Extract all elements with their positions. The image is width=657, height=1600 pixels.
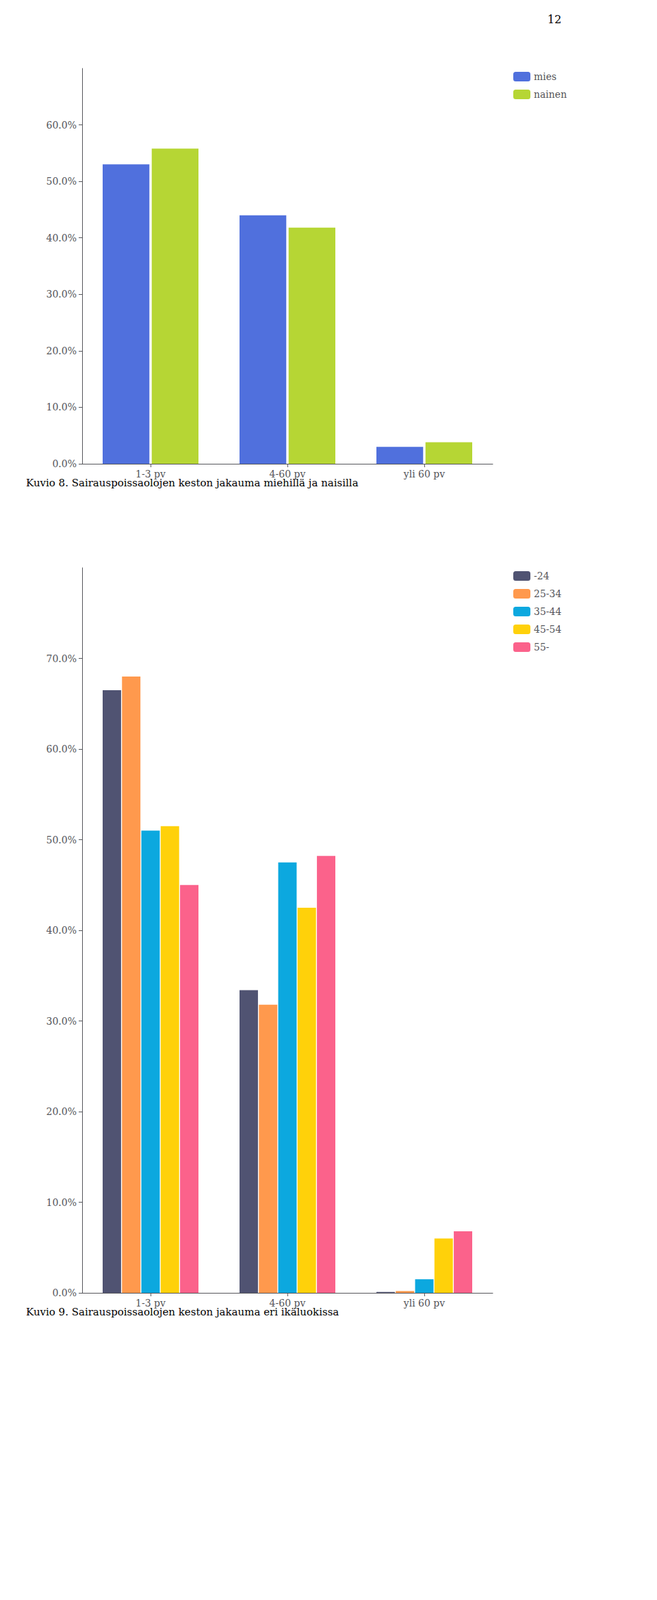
svg-text:20.0%: 20.0% (46, 1106, 77, 1118)
svg-text:mies: mies (533, 71, 557, 83)
svg-text:30.0%: 30.0% (46, 288, 77, 300)
svg-text:40.0%: 40.0% (46, 232, 77, 244)
svg-text:50.0%: 50.0% (46, 834, 77, 846)
svg-text:25-34: 25-34 (533, 588, 562, 600)
svg-text:70.0%: 70.0% (46, 653, 77, 665)
svg-text:50.0%: 50.0% (46, 175, 77, 187)
svg-text:10.0%: 10.0% (46, 401, 77, 413)
svg-text:55-: 55- (533, 641, 550, 653)
svg-text:1-3 pv: 1-3 pv (135, 468, 166, 480)
svg-text:4-60 pv: 4-60 pv (269, 1298, 306, 1310)
svg-text:Kuvio 8. Sairauspoissaolojen k: Kuvio 8. Sairauspoissaolojen keston jaka… (26, 477, 359, 490)
svg-text:4-60 pv: 4-60 pv (269, 468, 306, 480)
svg-text:12: 12 (547, 13, 562, 27)
svg-text:1-3 pv: 1-3 pv (135, 1298, 166, 1310)
svg-text:0.0%: 0.0% (52, 1287, 77, 1299)
svg-text:-24: -24 (533, 570, 550, 582)
svg-text:10.0%: 10.0% (46, 1197, 77, 1209)
svg-text:40.0%: 40.0% (46, 925, 77, 937)
svg-text:0.0%: 0.0% (52, 458, 77, 470)
svg-text:30.0%: 30.0% (46, 1016, 77, 1028)
svg-text:60.0%: 60.0% (46, 743, 77, 755)
svg-text:35-44: 35-44 (533, 606, 562, 618)
svg-text:nainen: nainen (533, 88, 567, 100)
svg-text:yli 60 pv: yli 60 pv (403, 468, 446, 480)
svg-text:yli 60 pv: yli 60 pv (403, 1298, 446, 1310)
svg-text:45-54: 45-54 (533, 624, 562, 636)
svg-text:Kuvio 9. Sairauspoissaolojen k: Kuvio 9. Sairauspoissaolojen keston jaka… (26, 1306, 339, 1319)
svg-text:60.0%: 60.0% (46, 119, 77, 131)
svg-text:20.0%: 20.0% (46, 345, 77, 357)
